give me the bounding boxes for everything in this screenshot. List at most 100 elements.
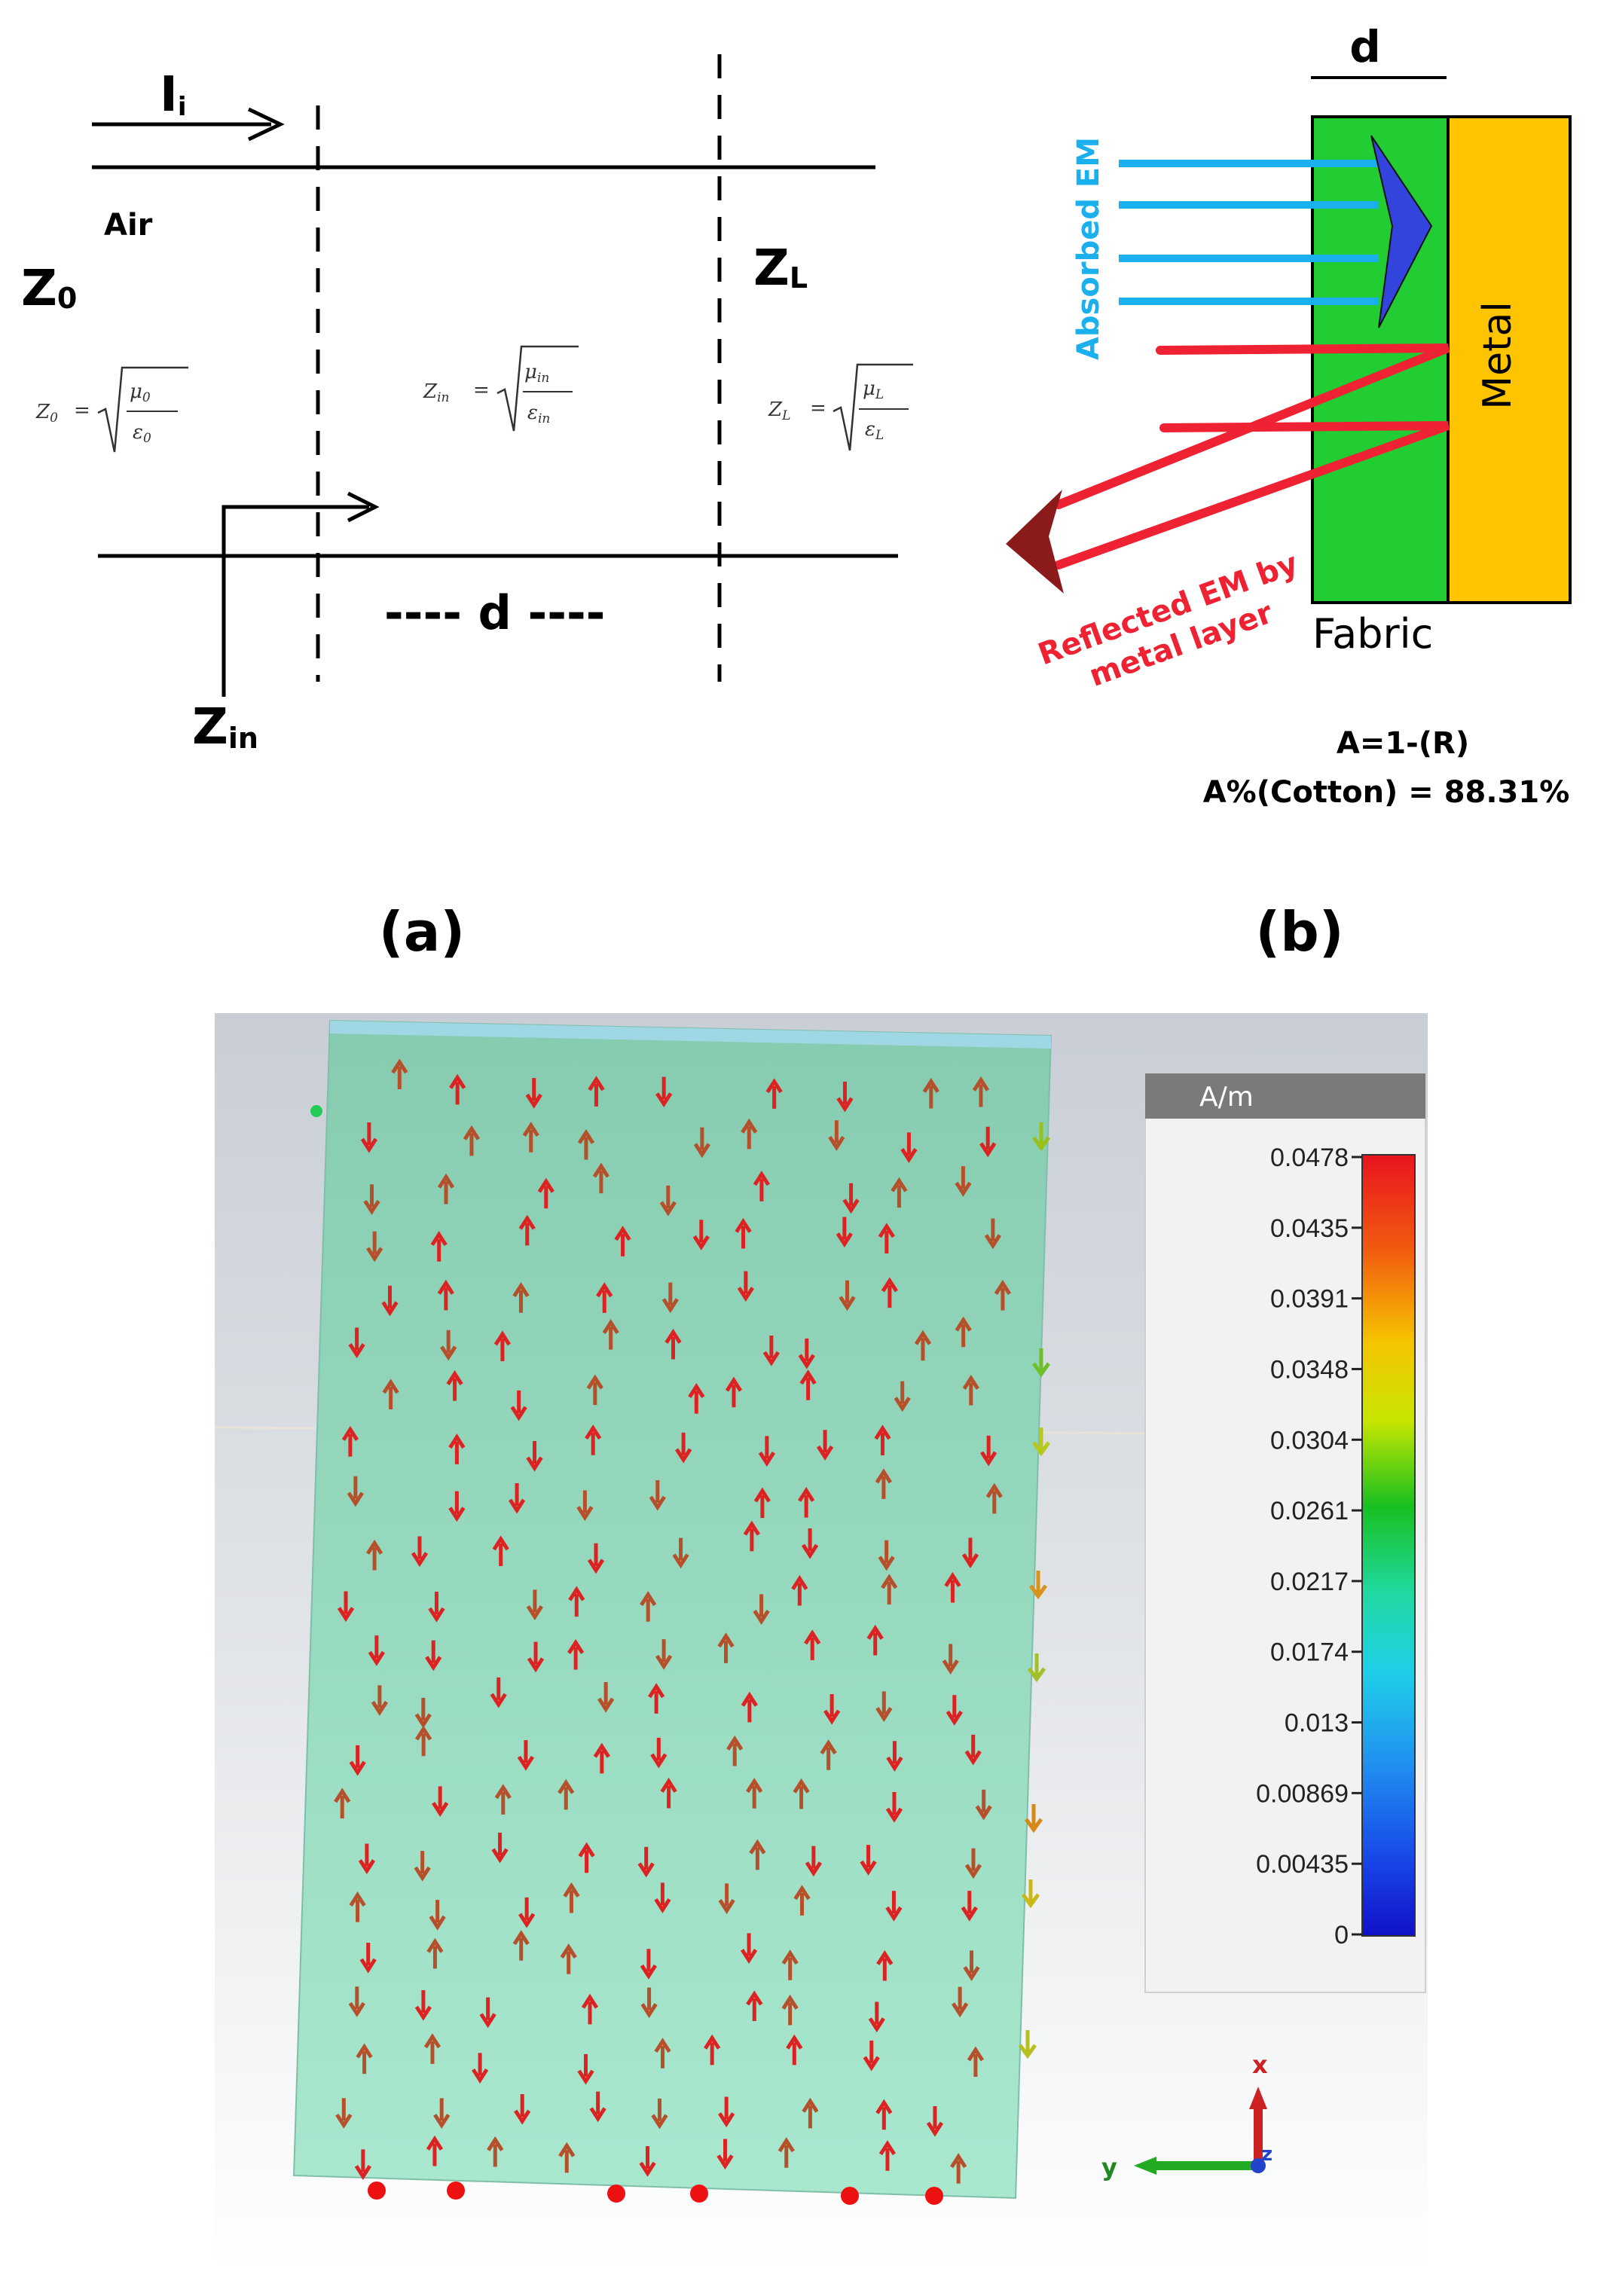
current-vector-arrow	[425, 1640, 442, 1672]
current-vector-arrow	[508, 1483, 526, 1514]
current-vector-arrow	[517, 1740, 535, 1771]
current-vector-arrow	[448, 1433, 466, 1464]
metal-layer	[1447, 115, 1572, 604]
legend-tick-label: 0.0174	[1270, 1638, 1349, 1667]
current-vector-arrow	[964, 1848, 982, 1879]
current-vector-arrow	[334, 1788, 351, 1818]
legend-tick-label: 0.013	[1285, 1709, 1349, 1738]
current-vector-arrow	[363, 1184, 380, 1215]
current-vector-arrow	[875, 1691, 893, 1722]
current-vector-arrow	[411, 1536, 429, 1568]
absorption-formula: A=1-(R)	[1337, 726, 1469, 761]
y-axis-label: y	[1101, 2153, 1117, 2182]
current-vector-arrow	[798, 1486, 815, 1518]
current-vector-arrow	[876, 1949, 894, 1981]
current-vector-arrow	[799, 1369, 817, 1400]
current-vector-arrow	[749, 1839, 766, 1870]
current-vector-arrow	[836, 1081, 854, 1113]
svg-text:μ0: μ0	[130, 380, 151, 405]
absorption-result: A%(Cotton) = 88.31%	[1203, 775, 1570, 810]
current-vector-arrow	[881, 1277, 898, 1308]
current-vector-arrow	[885, 1792, 903, 1823]
current-vector-arrow	[828, 1120, 845, 1151]
absorbed-em-rays	[1119, 160, 1379, 305]
colorbar	[1361, 1154, 1416, 1937]
edge-arrows	[1018, 1122, 1051, 2059]
current-vector-arrow	[725, 1376, 743, 1408]
current-vector-arrow	[765, 1078, 783, 1109]
current-vector-arrow	[492, 1535, 509, 1567]
current-vector-arrow	[661, 1282, 679, 1314]
current-vector-arrow	[781, 1994, 799, 2026]
svg-text:ε0: ε0	[133, 421, 151, 446]
edge-marker	[310, 1105, 322, 1117]
zl-label: ZL	[753, 239, 808, 297]
current-vector-arrow	[716, 2139, 734, 2170]
legend-tick-label: 0.00869	[1256, 1779, 1349, 1808]
svg-text:=: =	[473, 379, 490, 401]
current-vector-arrow	[577, 1128, 595, 1160]
current-vector-arrow	[726, 1735, 744, 1766]
legend-tick-label: 0.00435	[1256, 1850, 1349, 1879]
current-vector-arrow	[753, 1171, 770, 1201]
current-vector-arrow	[382, 1379, 399, 1409]
current-vector-arrow	[944, 1571, 961, 1603]
legend-ticks: 0.0478 0.0435 0.0391 0.0348 0.0304 0.0261 0.02…	[1256, 1143, 1362, 1949]
z-axis-label: z	[1261, 2143, 1272, 2166]
absorption-triangle-arrow	[1370, 135, 1433, 328]
current-vector-arrow	[743, 1520, 760, 1552]
current-vector-arrow	[836, 1217, 853, 1248]
current-vector-arrow	[491, 1832, 509, 1864]
current-vector-arrow	[659, 1185, 677, 1217]
current-vector-arrow	[341, 1425, 359, 1457]
current-vector-arrow	[900, 1132, 918, 1164]
current-vector-arrow	[802, 2097, 819, 2129]
current-vector-arrow	[875, 1468, 892, 1500]
caption-a: (a)	[379, 900, 465, 963]
zin-bent-arrow	[221, 505, 369, 697]
current-vector-arrow	[354, 2149, 371, 2180]
current-vector-arrow	[429, 1900, 446, 1931]
current-vector-arrow	[718, 2096, 735, 2128]
current-vector-arrow	[525, 1078, 542, 1109]
current-vector-arrow	[820, 1739, 837, 1770]
svg-text:ZL: ZL	[768, 398, 790, 423]
current-vector-arrow	[577, 2053, 594, 2085]
current-vector-arrow	[955, 1316, 972, 1348]
current-vector-arrow	[952, 1986, 969, 2018]
legend-tick-label: 0.0304	[1270, 1426, 1349, 1455]
current-vector-arrow	[964, 1734, 982, 1766]
current-vector-arrow	[984, 1218, 1001, 1250]
svg-text:=: =	[74, 399, 90, 422]
legend-tick-label: 0.0478	[1270, 1143, 1349, 1172]
current-vector-arrow	[793, 1885, 811, 1916]
current-vector-arrow	[655, 1639, 673, 1670]
current-vector-arrow	[942, 1644, 959, 1675]
current-vector-arrow	[602, 1319, 619, 1350]
current-vector-arrow	[423, 2033, 441, 2064]
equation-z0: Z0 = μ0 ε0	[35, 366, 188, 453]
current-vector-arrow	[980, 1435, 998, 1467]
current-vector-arrow	[793, 1778, 810, 1809]
current-vector-arrow	[494, 1784, 512, 1815]
legend-tick-label: 0.0261	[1270, 1497, 1349, 1525]
d-distance-label: ---- d ----	[384, 585, 605, 640]
current-vector-arrow	[349, 1745, 366, 1776]
zin-label: Zin	[192, 698, 258, 756]
current-vector-arrow	[640, 1591, 657, 1622]
current-vector-arrow	[801, 1528, 819, 1559]
current-vector-arrow	[437, 1279, 454, 1311]
current-vector-arrow	[805, 1846, 822, 1877]
current-vector-arrow	[955, 1166, 972, 1197]
svg-text:εL: εL	[865, 418, 884, 443]
current-vector-arrow	[816, 1430, 834, 1461]
current-vector-arrow	[762, 1336, 780, 1366]
current-vector-arrow	[463, 1125, 481, 1156]
current-vector-arrow	[875, 2099, 893, 2130]
reflected-em-rays	[1054, 343, 1450, 569]
current-vector-arrow	[746, 1778, 763, 1809]
current-vector-arrow	[414, 1990, 432, 2021]
svg-text:Z0: Z0	[35, 401, 58, 426]
current-vector-arrow	[337, 1591, 355, 1623]
current-vector-arrow	[347, 1476, 364, 1507]
